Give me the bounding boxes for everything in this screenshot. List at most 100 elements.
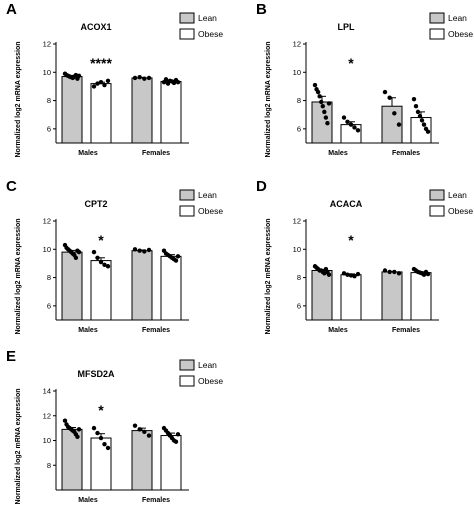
legend-label-obese: Obese (198, 29, 223, 39)
panel-c: C CPT2 Normalized log2 mRNA expression 6 8 10… (6, 178, 223, 335)
category-label: Males (78, 497, 98, 504)
legend-swatch-lean (179, 189, 195, 201)
data-point (95, 81, 100, 86)
data-point (62, 418, 68, 423)
legend-label-lean: Lean (198, 190, 217, 200)
data-point (163, 77, 169, 82)
data-point (315, 89, 321, 95)
category-label: Females (142, 327, 170, 334)
data-point (411, 96, 417, 102)
data-point (396, 122, 402, 127)
data-point (175, 432, 181, 437)
legend-swatch-obese (429, 28, 445, 40)
panel-letter: C (6, 178, 17, 195)
data-point (98, 79, 104, 85)
data-point (132, 423, 138, 428)
data-point (137, 427, 142, 432)
category-label: Males (328, 150, 348, 157)
data-point (137, 248, 142, 253)
legend-label-obese: Obese (198, 376, 223, 386)
chart-title: CPT2 (84, 199, 107, 209)
data-point (146, 247, 152, 253)
category-label: Females (392, 327, 420, 334)
data-point (91, 425, 97, 431)
panel-letter: D (256, 178, 267, 195)
legend-label-lean: Lean (448, 13, 467, 23)
data-point (387, 269, 392, 275)
y-tick-label: 12 (43, 40, 51, 49)
y-axis-label: Normalized log2 mRNA expression (265, 218, 272, 334)
significance-marker: * (98, 232, 104, 248)
data-point (142, 76, 147, 81)
category-label: Males (328, 327, 348, 334)
y-tick-label: 12 (43, 411, 51, 420)
bar-lean-males (311, 270, 333, 321)
data-point (392, 269, 397, 275)
data-point (142, 249, 147, 254)
legend-label-obese: Obese (198, 206, 223, 216)
data-point (326, 101, 332, 106)
data-point (413, 104, 419, 109)
data-point (352, 125, 357, 130)
data-point (421, 122, 427, 127)
bar-obese-females (410, 272, 432, 321)
bar-obese-males (340, 124, 362, 144)
data-point (325, 121, 330, 126)
y-tick-label: 6 (297, 124, 301, 133)
data-point (425, 129, 431, 134)
bar-lean-males (61, 251, 83, 321)
chart-title: ACACA (330, 199, 363, 209)
chart-title: MFSD2A (77, 369, 115, 379)
data-point (76, 73, 82, 79)
significance-marker: * (348, 55, 354, 71)
category-label: Females (142, 150, 170, 157)
legend-swatch-lean (429, 189, 445, 201)
panel-letter: A (6, 1, 17, 18)
data-point (320, 104, 325, 109)
data-point (73, 255, 79, 260)
y-tick-label: 6 (47, 124, 51, 133)
data-point (345, 119, 350, 124)
data-point (102, 262, 107, 268)
legend-swatch-lean (429, 12, 445, 24)
y-tick-label: 12 (293, 40, 301, 49)
y-tick-label: 6 (47, 301, 51, 310)
data-point (173, 439, 179, 444)
bar-obese-males (90, 83, 112, 144)
data-point (95, 430, 100, 436)
panel-a: A ACOX1 Normalized log2 mRNA expression 6 8 1… (6, 1, 223, 158)
category-label: Males (78, 150, 98, 157)
legend-swatch-obese (179, 28, 195, 40)
data-point (137, 75, 142, 80)
bar-lean-females (131, 430, 153, 491)
panel-b: B LPL Normalized log2 mRNA expression 6 8 10 1… (256, 1, 473, 158)
data-point (102, 82, 107, 88)
data-point (76, 427, 82, 432)
data-point (387, 95, 392, 100)
data-point (102, 442, 107, 447)
data-point (76, 249, 82, 255)
y-tick-label: 8 (47, 461, 51, 470)
legend-swatch-obese (179, 205, 195, 217)
bar-obese-males (90, 260, 112, 321)
data-point (352, 273, 357, 279)
y-axis-label: Normalized log2 mRNA expression (15, 388, 22, 504)
data-point (319, 99, 324, 105)
data-point (425, 271, 431, 277)
legend-label-lean: Lean (448, 190, 467, 200)
y-tick-label: 8 (297, 96, 301, 105)
y-tick-label: 10 (43, 68, 51, 77)
y-tick-label: 10 (293, 245, 301, 254)
bar-lean-females (131, 77, 153, 144)
data-point (91, 84, 97, 89)
data-point (175, 254, 181, 259)
data-point (142, 429, 147, 435)
data-point (415, 109, 421, 115)
bar-obese-females (160, 435, 182, 491)
category-label: Females (142, 497, 170, 504)
data-point (132, 247, 138, 252)
data-point (98, 435, 104, 441)
data-point (322, 109, 327, 115)
y-axis-label: Normalized log2 mRNA expression (15, 218, 22, 334)
legend-label-lean: Lean (198, 360, 217, 370)
